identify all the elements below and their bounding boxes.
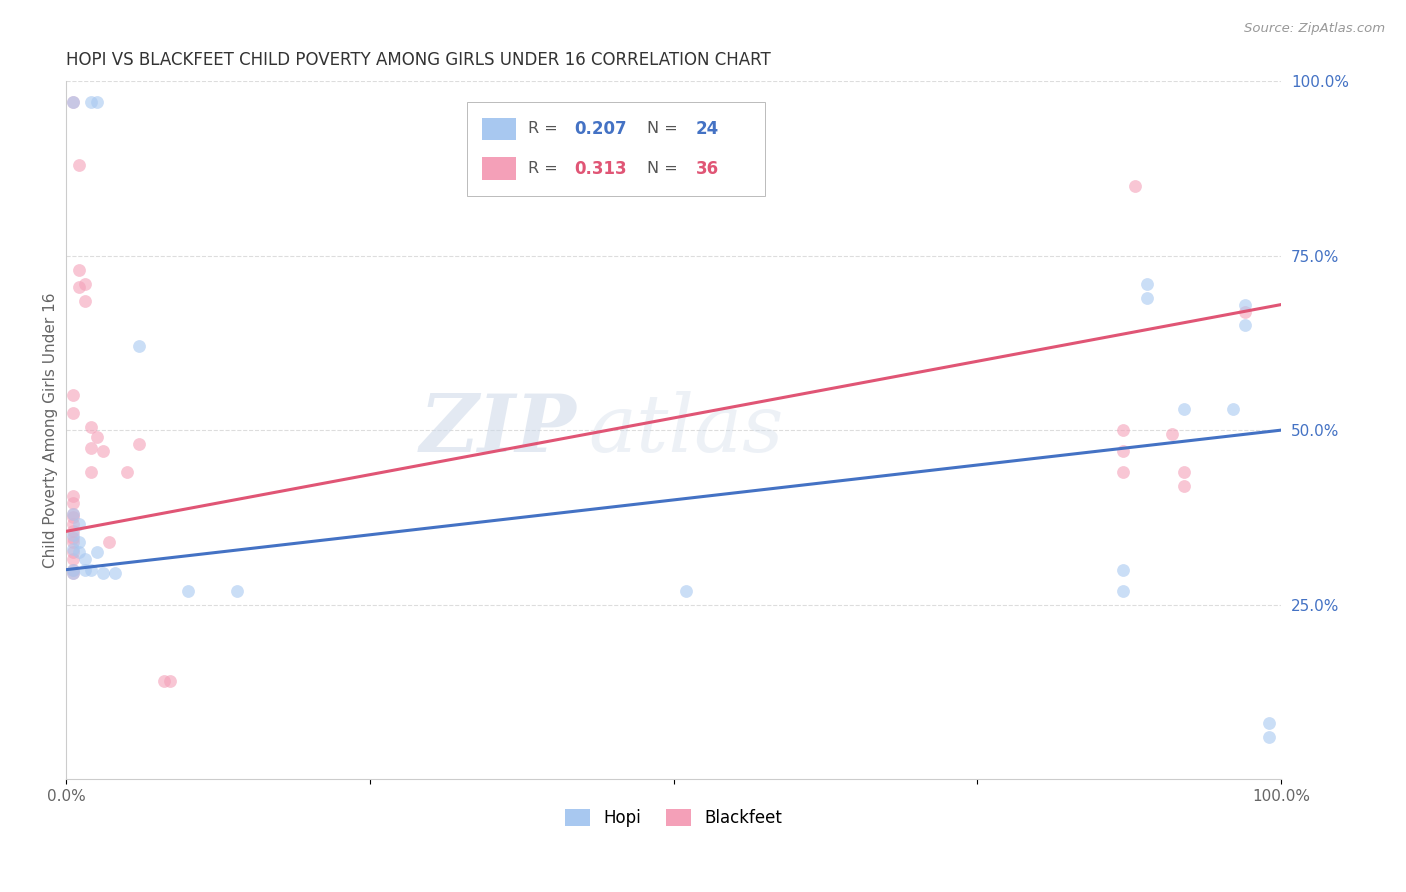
Point xyxy=(80,563,103,577)
Legend: Hopi, Blackfeet: Hopi, Blackfeet xyxy=(558,802,789,833)
Point xyxy=(62,545,84,559)
Point xyxy=(73,277,96,291)
Point xyxy=(73,294,96,309)
Point xyxy=(80,95,103,110)
Point xyxy=(62,552,84,566)
Text: N =: N = xyxy=(647,121,683,136)
Point xyxy=(1136,291,1159,305)
Point xyxy=(86,545,108,559)
Point xyxy=(62,566,84,581)
Point xyxy=(62,528,84,542)
Text: 0.207: 0.207 xyxy=(574,120,627,137)
Text: atlas: atlas xyxy=(589,392,785,469)
Text: R =: R = xyxy=(529,121,562,136)
Point xyxy=(1112,583,1135,598)
Point xyxy=(675,583,697,598)
Point xyxy=(1233,304,1256,318)
Point xyxy=(98,534,121,549)
Point xyxy=(1258,716,1281,731)
Point xyxy=(62,496,84,510)
Point xyxy=(225,583,247,598)
Point xyxy=(73,552,96,566)
Bar xyxy=(482,157,516,179)
Point xyxy=(62,531,84,545)
Point xyxy=(1112,465,1135,479)
Point xyxy=(1258,730,1281,744)
Point xyxy=(1222,402,1244,417)
Point xyxy=(62,510,84,524)
Text: 24: 24 xyxy=(696,120,718,137)
Text: 0.313: 0.313 xyxy=(574,160,627,178)
Point xyxy=(1123,179,1146,194)
Point xyxy=(62,490,84,504)
Point xyxy=(62,541,84,556)
Point xyxy=(1233,318,1256,333)
FancyBboxPatch shape xyxy=(467,103,765,196)
Point xyxy=(67,545,90,559)
Point xyxy=(62,566,84,581)
Point xyxy=(67,280,90,294)
Text: Source: ZipAtlas.com: Source: ZipAtlas.com xyxy=(1244,22,1385,36)
Point xyxy=(128,437,150,451)
Point xyxy=(91,444,114,458)
Point xyxy=(62,563,84,577)
Text: ZIP: ZIP xyxy=(420,392,576,469)
Point xyxy=(1112,563,1135,577)
Point xyxy=(62,507,84,521)
Bar xyxy=(482,118,516,140)
Point xyxy=(177,583,200,598)
Point xyxy=(67,534,90,549)
Point xyxy=(1173,465,1195,479)
Y-axis label: Child Poverty Among Girls Under 16: Child Poverty Among Girls Under 16 xyxy=(44,293,58,568)
Point xyxy=(62,534,84,549)
Point xyxy=(62,388,84,402)
Point xyxy=(73,563,96,577)
Point xyxy=(86,95,108,110)
Text: 36: 36 xyxy=(696,160,718,178)
Point xyxy=(62,563,84,577)
Point xyxy=(1136,277,1159,291)
Point xyxy=(159,674,181,689)
Point xyxy=(152,674,174,689)
Point xyxy=(104,566,127,581)
Point xyxy=(1173,479,1195,493)
Text: R =: R = xyxy=(529,161,562,176)
Point xyxy=(1160,426,1182,441)
Point xyxy=(62,517,84,532)
Text: N =: N = xyxy=(647,161,683,176)
Point xyxy=(80,419,103,434)
Point xyxy=(62,406,84,420)
Point xyxy=(128,339,150,353)
Point xyxy=(115,465,138,479)
Text: HOPI VS BLACKFEET CHILD POVERTY AMONG GIRLS UNDER 16 CORRELATION CHART: HOPI VS BLACKFEET CHILD POVERTY AMONG GI… xyxy=(66,51,772,69)
Point xyxy=(62,524,84,539)
Point xyxy=(1112,423,1135,437)
Point xyxy=(67,262,90,277)
Point xyxy=(80,441,103,455)
Point xyxy=(62,95,84,110)
Point xyxy=(80,465,103,479)
Point xyxy=(67,158,90,172)
Point xyxy=(1112,444,1135,458)
Point xyxy=(62,507,84,521)
Point xyxy=(67,517,90,532)
Point xyxy=(86,430,108,444)
Point xyxy=(1173,402,1195,417)
Point xyxy=(62,95,84,110)
Point xyxy=(91,566,114,581)
Point xyxy=(1233,297,1256,311)
